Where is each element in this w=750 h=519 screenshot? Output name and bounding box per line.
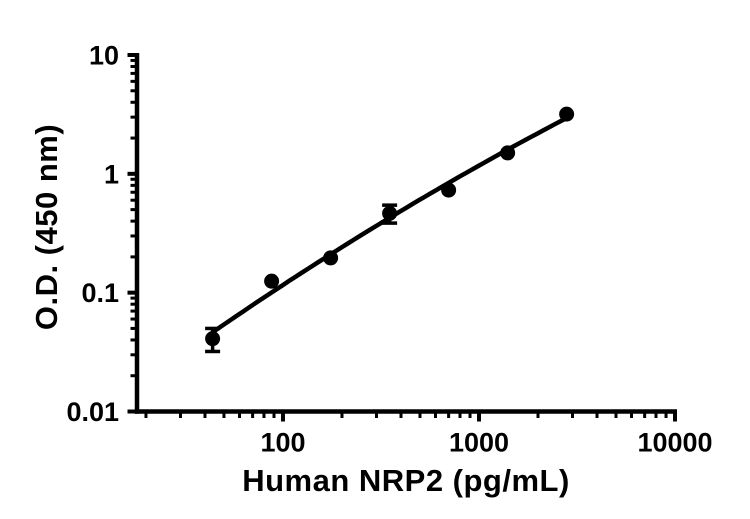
data-point: [205, 331, 221, 347]
data-point: [500, 145, 516, 161]
y-tick-label: 0.01: [66, 397, 119, 427]
data-point: [559, 106, 575, 122]
y-tick-label: 0.1: [81, 278, 119, 308]
x-axis-title: Human NRP2 (pg/mL): [242, 463, 570, 498]
data-point: [441, 182, 457, 198]
plot-layer: 100 1000 10000 10 1 0.1 0.01: [66, 41, 712, 458]
data-point: [264, 273, 280, 289]
x-tick-label: 100: [260, 428, 305, 458]
y-axis-title: O.D. (450 nm): [29, 124, 64, 330]
y-tick-label: 10: [89, 41, 119, 71]
y-tick-label: 1: [104, 159, 119, 189]
x-tick-label: 1000: [449, 428, 509, 458]
x-tick-label: 10000: [637, 428, 712, 458]
data-point: [323, 250, 339, 266]
data-point: [382, 205, 398, 221]
